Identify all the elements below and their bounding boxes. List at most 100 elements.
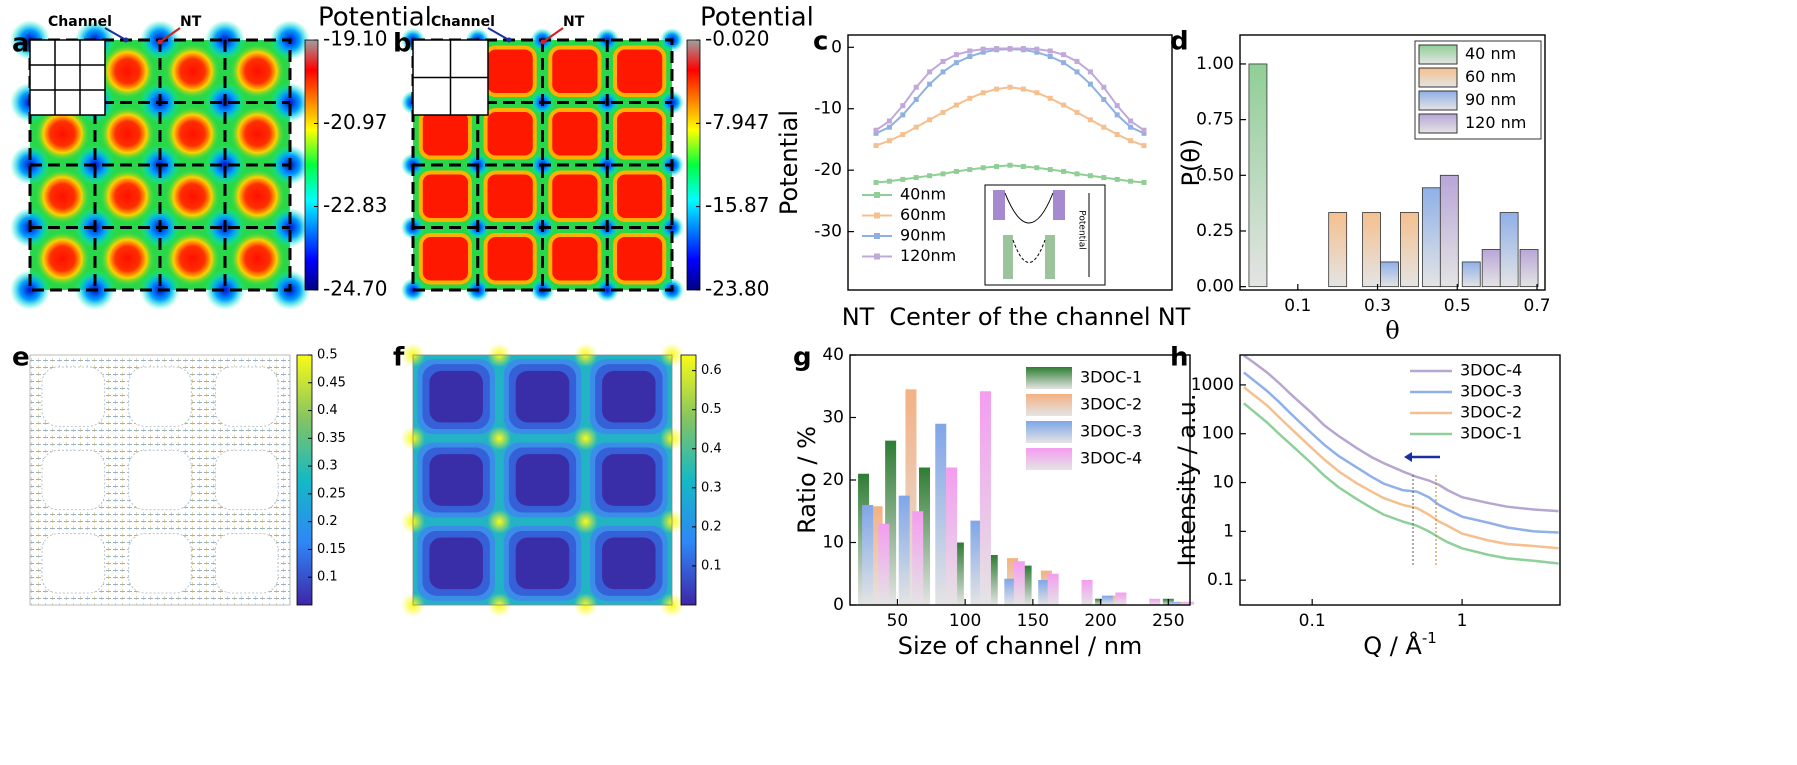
marker (913, 84, 919, 90)
legend-swatch (1026, 448, 1072, 470)
y-tick-label: 20 (822, 470, 844, 490)
calm-region (41, 366, 106, 427)
x-label-sup: -1 (1422, 629, 1437, 647)
bar (1362, 212, 1381, 288)
x-tick-label: 1 (1457, 611, 1468, 631)
marker (927, 173, 933, 179)
high-spot (483, 108, 537, 160)
marker (1007, 46, 1013, 52)
colorbar-tick-label: 0.45 (317, 375, 346, 390)
frame (412, 354, 673, 606)
high-spot (165, 106, 220, 162)
peak (573, 426, 598, 451)
bar (1328, 212, 1348, 288)
colorbar-title: Potential (700, 3, 814, 33)
legend-swatch (1418, 90, 1458, 111)
bar (885, 440, 897, 605)
marker (1007, 162, 1013, 168)
x-tick-label: 0.1 (1284, 296, 1311, 316)
marker (1101, 124, 1107, 130)
y-tick-label: 100 (1202, 424, 1234, 444)
marker (940, 109, 946, 115)
marker (967, 48, 973, 54)
marker (886, 138, 892, 144)
marker (953, 168, 959, 174)
peak (487, 426, 512, 451)
annotation-arrow (104, 27, 127, 41)
marker (1141, 179, 1147, 185)
y-tick-label: 0 (831, 37, 842, 57)
marker (913, 124, 919, 130)
x-axis-label: Size of channel / nm (898, 632, 1143, 660)
x-axis-label: NT (842, 303, 875, 331)
high-spot (613, 108, 667, 160)
well (515, 454, 570, 506)
calm-region (128, 449, 192, 511)
arrow-head (123, 37, 129, 43)
y-tick-label: 0.00 (1196, 277, 1234, 297)
bar (1176, 601, 1188, 605)
bar (1519, 249, 1539, 288)
colorbar-tick-label: -22.83 (323, 193, 387, 217)
y-tick-label: -20 (814, 160, 842, 180)
colorbar (296, 354, 313, 606)
annotation-arrow (487, 27, 510, 41)
calm-region (128, 533, 192, 594)
inset-label: Potential (1077, 210, 1087, 249)
bar (979, 391, 991, 605)
annotation: NT (563, 14, 585, 30)
marker (886, 124, 892, 130)
marker (953, 60, 959, 66)
legend-label: 40nm (900, 185, 946, 204)
legend-label: 3DOC-3 (1080, 422, 1142, 441)
marker (1101, 97, 1107, 103)
legend-label: 3DOC-4 (1460, 361, 1522, 380)
high-spot (483, 233, 537, 285)
marker (873, 179, 879, 185)
low-spot (205, 270, 245, 310)
bar (970, 520, 982, 605)
marker (967, 95, 973, 101)
series-line (1243, 371, 1559, 534)
bar (1047, 573, 1059, 605)
marker (1034, 90, 1040, 96)
inset-wall (1003, 235, 1013, 279)
y-tick-label: 0.75 (1196, 110, 1234, 130)
legend-label: 40 nm (1465, 44, 1516, 63)
colorbar-tick-label: -15.87 (705, 193, 769, 217)
x-axis-label: Center of the channel (889, 303, 1150, 331)
y-tick-label: 30 (822, 408, 844, 428)
legend-swatch (1026, 421, 1072, 443)
marker (927, 117, 933, 123)
marker (1047, 95, 1053, 101)
legend-marker (874, 233, 880, 239)
well (429, 454, 483, 506)
marker (1034, 165, 1040, 171)
marker (1087, 117, 1093, 123)
marker (967, 54, 973, 60)
y-tick-label: 10 (1212, 473, 1234, 493)
bar (1108, 595, 1120, 605)
bar (1380, 261, 1399, 288)
marker (900, 176, 906, 182)
marker (1114, 176, 1120, 182)
low-spot (205, 145, 245, 185)
high-spot (165, 168, 220, 224)
high-spot (230, 168, 285, 224)
legend-marker (874, 253, 880, 260)
x-tick-label: 50 (887, 611, 909, 631)
marker (940, 171, 946, 177)
marker (994, 46, 1000, 52)
marker (886, 118, 892, 124)
high-spot (100, 106, 155, 162)
bar (1183, 601, 1195, 605)
panel-label: a (12, 29, 30, 59)
panel-label: g (793, 343, 812, 373)
calm-region (214, 533, 279, 594)
low-spot (10, 270, 50, 310)
series-line (875, 48, 1145, 135)
marker (1141, 130, 1147, 136)
legend-swatch (1026, 367, 1072, 389)
marker (1047, 48, 1053, 54)
colorbar-tick-label: 0.3 (701, 480, 722, 495)
